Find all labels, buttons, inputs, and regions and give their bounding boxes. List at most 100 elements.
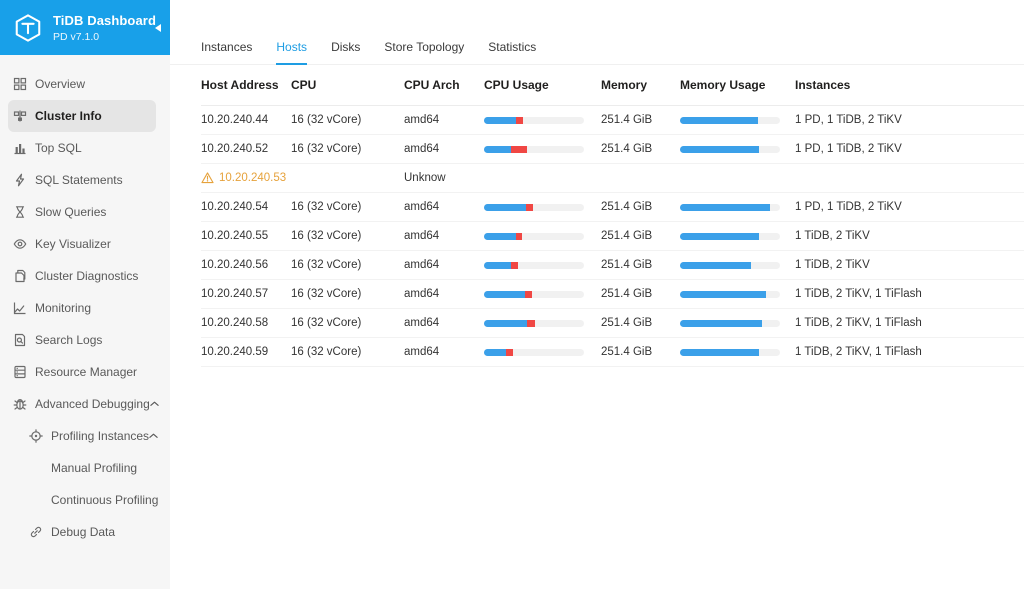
cpu-usage-cell (484, 290, 601, 298)
table-row[interactable]: 10.20.240.54 16 (32 vCore) amd64 251.4 GiB… (201, 193, 1024, 222)
cpu-cell: 16 (32 vCore) (291, 114, 362, 126)
sidebar-item-label: Continuous Profiling (51, 493, 159, 507)
sidebar-item-label: Resource Manager (35, 365, 138, 379)
tab-store-topology[interactable]: Store Topology (384, 40, 465, 54)
tab-disks[interactable]: Disks (331, 40, 361, 54)
sidebar-item-monitoring[interactable]: Monitoring (8, 292, 156, 324)
cpu-usage-bar (484, 116, 584, 124)
cpu-usage-bar (484, 145, 584, 153)
tab-hosts[interactable]: Hosts (276, 40, 307, 65)
instances-cell: 1 PD, 1 TiDB, 2 TiKV (795, 201, 902, 213)
sidebar-item-label: Profiling Instances (51, 429, 150, 443)
sidebar-item-resource-manager[interactable]: Resource Manager (8, 356, 156, 388)
grid-icon (13, 77, 27, 91)
cpu-arch-cell: amd64 (404, 288, 440, 300)
table-row[interactable]: 10.20.240.56 16 (32 vCore) amd64 251.4 GiB… (201, 251, 1024, 280)
cpu-usage-cell (484, 232, 601, 240)
chevron-up-icon[interactable] (150, 401, 159, 407)
column-header-cpu[interactable]: CPU (291, 78, 317, 92)
host-address: 10.20.240.59 (201, 346, 269, 358)
cpu-arch-cell: amd64 (404, 346, 440, 358)
sidebar-item-continuous-profiling[interactable]: Continuous Profiling (8, 484, 159, 516)
sidebar-item-manual-profiling[interactable]: Manual Profiling (8, 452, 156, 484)
cpu-usage-bar (484, 261, 584, 269)
memory-cell: 251.4 GiB (601, 259, 653, 271)
memory-cell: 251.4 GiB (601, 346, 653, 358)
sidebar-item-top-sql[interactable]: Top SQL (8, 132, 156, 164)
column-header-memory[interactable]: Memory (601, 78, 648, 92)
cpu-arch-cell: amd64 (404, 230, 440, 242)
memory-cell: 251.4 GiB (601, 288, 653, 300)
instances-cell: 1 TiDB, 2 TiKV (795, 230, 870, 242)
app-titles: TiDB Dashboard PD v7.1.0 (53, 12, 156, 43)
column-header-instances[interactable]: Instances (795, 78, 851, 92)
sidebar-item-cluster-info[interactable]: Cluster Info (8, 100, 156, 132)
host-address-cell: 10.20.240.55 (201, 230, 291, 242)
file-icon (13, 269, 27, 283)
sidebar-item-advanced-debugging[interactable]: Advanced Debugging (8, 388, 159, 420)
sidebar-item-debug-data[interactable]: Debug Data (8, 516, 156, 548)
sidebar-item-search-logs[interactable]: Search Logs (8, 324, 156, 356)
sidebar-item-label: Cluster Diagnostics (35, 269, 139, 283)
column-header-cpu-usage[interactable]: CPU Usage (484, 78, 549, 92)
memory-cell: 251.4 GiB (601, 114, 653, 126)
cpu-cell: 16 (32 vCore) (291, 346, 362, 358)
table-row[interactable]: 10.20.240.53 Unknow (201, 164, 1024, 193)
cpu-arch-cell: Unknow (404, 172, 446, 184)
cpu-cell: 16 (32 vCore) (291, 230, 362, 242)
memory-cell: 251.4 GiB (601, 230, 653, 242)
sidebar-item-slow-queries[interactable]: Slow Queries (8, 196, 156, 228)
cpu-arch-cell: amd64 (404, 259, 440, 271)
app-title: TiDB Dashboard (53, 13, 157, 29)
sidebar-item-key-visualizer[interactable]: Key Visualizer (8, 228, 156, 260)
memory-usage-cell (680, 145, 795, 153)
host-address: 10.20.240.53 (219, 172, 287, 184)
sidebar-item-label: Key Visualizer (35, 237, 111, 251)
app-version: PD v7.1.0 (53, 30, 100, 43)
sidebar-collapse-icon[interactable] (155, 23, 161, 32)
column-header-host-address[interactable]: Host Address (201, 78, 279, 92)
table-row[interactable]: 10.20.240.58 16 (32 vCore) amd64 251.4 GiB… (201, 309, 1024, 338)
tab-statistics[interactable]: Statistics (488, 40, 537, 54)
column-header-cpu-arch[interactable]: CPU Arch (404, 78, 460, 92)
memory-usage-cell (680, 290, 795, 298)
bug-icon (13, 397, 27, 411)
warning-icon (201, 172, 214, 184)
sidebar-item-label: Advanced Debugging (35, 397, 150, 411)
sidebar-item-overview[interactable]: Overview (8, 68, 156, 100)
memory-cell: 251.4 GiB (601, 201, 653, 213)
chevron-up-icon[interactable] (149, 433, 158, 439)
table-row[interactable]: 10.20.240.44 16 (32 vCore) amd64 251.4 GiB… (201, 106, 1024, 135)
memory-usage-bar (680, 203, 780, 211)
column-header-memory-usage[interactable]: Memory Usage (680, 78, 766, 92)
host-address-cell: 10.20.240.52 (201, 143, 291, 155)
table-row[interactable]: 10.20.240.55 16 (32 vCore) amd64 251.4 GiB… (201, 222, 1024, 251)
table-row[interactable]: 10.20.240.57 16 (32 vCore) amd64 251.4 GiB… (201, 280, 1024, 309)
sidebar-header: TiDB Dashboard PD v7.1.0 (0, 0, 170, 55)
bar-chart-icon (13, 141, 27, 155)
table-row[interactable]: 10.20.240.59 16 (32 vCore) amd64 251.4 GiB… (201, 338, 1024, 367)
host-address-cell: 10.20.240.57 (201, 288, 291, 300)
main-content: Instances Hosts Disks Store Topology Statist… (170, 0, 1024, 589)
sidebar-item-label: Overview (35, 77, 86, 91)
cpu-cell: 16 (32 vCore) (291, 259, 362, 271)
sidebar-item-sql-statements[interactable]: SQL Statements (8, 164, 156, 196)
table-row[interactable]: 10.20.240.52 16 (32 vCore) amd64 251.4 GiB… (201, 135, 1024, 164)
table-body: 10.20.240.44 16 (32 vCore) amd64 251.4 GiB… (201, 106, 1024, 367)
thunderbolt-icon (13, 173, 27, 187)
cpu-usage-cell (484, 348, 601, 356)
host-address-cell: 10.20.240.56 (201, 259, 291, 271)
instances-cell: 1 TiDB, 2 TiKV, 1 TiFlash (795, 317, 922, 329)
memory-usage-bar (680, 145, 780, 153)
tab-instances[interactable]: Instances (201, 40, 253, 54)
cpu-usage-cell (484, 319, 601, 327)
sidebar-item-label: Top SQL (35, 141, 82, 155)
instances-cell: 1 TiDB, 2 TiKV, 1 TiFlash (795, 288, 922, 300)
sidebar-item-cluster-diagnostics[interactable]: Cluster Diagnostics (8, 260, 156, 292)
memory-usage-cell (680, 319, 795, 327)
sidebar-item-label: Search Logs (35, 333, 103, 347)
cpu-usage-bar (484, 319, 584, 327)
memory-cell: 251.4 GiB (601, 143, 653, 155)
memory-usage-cell (680, 232, 795, 240)
sidebar-item-profiling-instances[interactable]: Profiling Instances (8, 420, 158, 452)
